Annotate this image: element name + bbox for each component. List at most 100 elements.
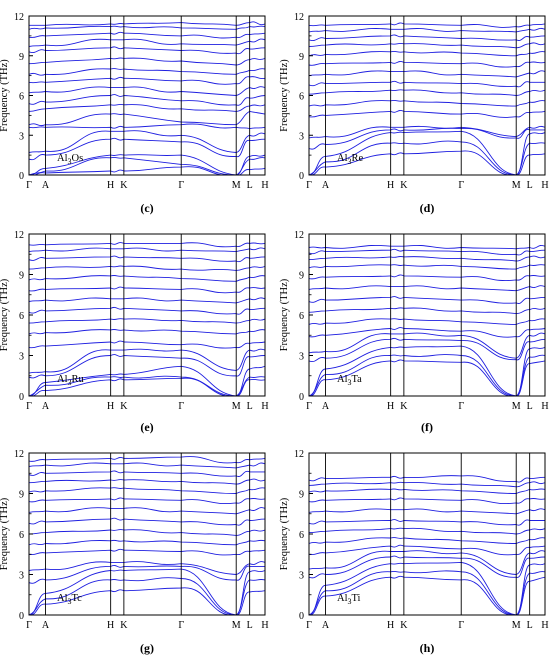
band-series-16	[29, 31, 265, 39]
y-tick-label: 0	[299, 171, 304, 182]
y-tick-label: 12	[14, 449, 24, 460]
y-axis-label: Frequency (THz)	[279, 497, 290, 570]
material-label: Al3Ti	[337, 593, 361, 606]
material-label: Al3Ru	[57, 374, 85, 387]
band-series-10	[309, 285, 545, 292]
band-series-11	[29, 497, 265, 504]
band-series-3	[309, 130, 545, 175]
band-series-16	[29, 456, 265, 464]
band-lines	[309, 475, 545, 615]
band-series-6	[29, 340, 265, 349]
material-label: Al3Ta	[337, 374, 362, 387]
y-tick-label: 9	[19, 271, 24, 282]
kpoint-label: Γ	[26, 620, 32, 631]
y-tick-label: 12	[294, 449, 304, 460]
material-label: Al3Re	[337, 153, 364, 166]
y-tick-label: 0	[299, 392, 304, 403]
band-lines	[309, 244, 545, 396]
band-series-17	[29, 25, 265, 30]
kpoint-label: H	[541, 180, 548, 191]
y-tick-label: 6	[19, 530, 24, 541]
band-series-8	[29, 529, 265, 536]
kpoint-label: Γ	[26, 401, 32, 412]
band-series-4	[29, 565, 265, 584]
y-tick-label: 3	[19, 352, 24, 363]
kpoint-label: M	[512, 401, 521, 412]
y-tick-label: 12	[14, 12, 24, 23]
kpoint-label: H	[261, 620, 268, 631]
kpoint-label: Γ	[178, 620, 184, 631]
band-series-1	[29, 166, 265, 175]
band-series-9	[309, 80, 545, 88]
band-series-1	[29, 587, 265, 615]
band-series-5	[29, 348, 265, 374]
y-tick-label: 3	[19, 131, 24, 142]
band-series-7	[309, 318, 545, 325]
band-series-1	[309, 359, 545, 396]
band-series-13	[29, 265, 265, 271]
y-tick-label: 3	[299, 131, 304, 142]
kpoint-label: L	[527, 180, 533, 191]
kpoint-label: H	[387, 620, 394, 631]
kpoint-label: H	[107, 620, 114, 631]
band-lines	[29, 242, 265, 396]
band-lines	[309, 22, 545, 175]
band-series-11	[309, 61, 545, 68]
band-series-2	[309, 570, 545, 615]
band-series-2	[29, 577, 265, 615]
kpoint-label: A	[42, 180, 50, 191]
y-tick-label: 0	[19, 171, 24, 182]
y-tick-label: 9	[19, 490, 24, 501]
panel-label: (c)	[140, 201, 153, 215]
band-series-1	[309, 575, 545, 615]
band-series-2	[309, 140, 545, 175]
band-series-4	[309, 555, 545, 579]
band-series-7	[29, 110, 265, 127]
kpoint-label: Γ	[26, 180, 32, 191]
y-tick-label: 0	[19, 392, 24, 403]
band-series-6	[29, 123, 265, 130]
band-series-3	[29, 154, 265, 175]
band-series-3	[309, 345, 545, 396]
band-series-14	[309, 248, 545, 256]
band-series-8	[309, 89, 545, 96]
panel-label: (e)	[140, 420, 153, 434]
panel-label: (d)	[420, 201, 435, 215]
band-series-12	[309, 264, 545, 270]
band-series-14	[309, 34, 545, 41]
y-axis-label: Frequency (THz)	[0, 278, 10, 351]
kpoint-label: A	[322, 620, 330, 631]
band-series-13	[309, 42, 545, 49]
band-series-13	[29, 478, 265, 485]
y-tick-label: 12	[14, 230, 24, 241]
band-series-8	[309, 527, 545, 535]
band-series-9	[309, 519, 545, 526]
band-series-7	[309, 99, 545, 107]
kpoint-label: Γ	[178, 180, 184, 191]
y-tick-label: 3	[299, 571, 304, 582]
kpoint-label: L	[247, 180, 253, 191]
kpoint-label: Γ	[306, 401, 312, 412]
band-series-6	[309, 327, 545, 338]
band-series-14	[29, 255, 265, 263]
kpoint-label: Γ	[458, 180, 464, 191]
y-tick-label: 9	[299, 52, 304, 63]
y-axis-label: Frequency (THz)	[279, 278, 290, 351]
kpoint-label: M	[512, 180, 521, 191]
band-lines	[29, 456, 265, 615]
y-tick-label: 3	[19, 571, 24, 582]
kpoint-label: Γ	[458, 620, 464, 631]
band-series-4	[309, 337, 545, 363]
kpoint-label: K	[400, 180, 408, 191]
band-series-15	[309, 244, 545, 250]
band-series-13	[29, 57, 265, 66]
band-series-12	[29, 68, 265, 76]
band-series-7	[29, 329, 265, 335]
band-series-2	[29, 375, 265, 396]
